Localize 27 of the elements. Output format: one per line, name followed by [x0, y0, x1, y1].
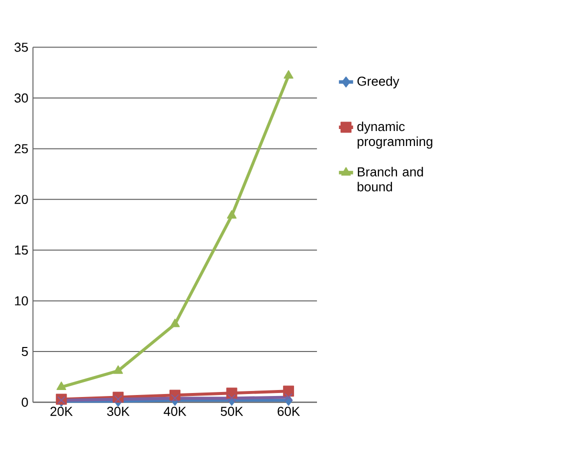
y-tick-label: 15	[15, 246, 28, 255]
point	[114, 395, 122, 404]
y-tick-label: 25	[14, 144, 28, 154]
y-tick-label: 20	[14, 194, 28, 204]
y-tick-label: 30	[14, 93, 28, 103]
x-tick-label: 60K	[278, 406, 300, 416]
legend-label: dynamic programming	[357, 122, 432, 149]
point	[284, 70, 294, 79]
legend-label: Branch and bound	[358, 166, 423, 192]
x-tick-label: 40K	[164, 406, 186, 416]
point	[283, 386, 294, 397]
point	[170, 318, 180, 328]
point	[57, 396, 66, 404]
x-tick-label: 20K	[50, 406, 73, 416]
point	[113, 365, 123, 374]
y-tick-label: 10	[15, 296, 28, 306]
x-tick-label: 50K	[220, 406, 244, 416]
point	[284, 393, 293, 402]
y-tick-label: 0	[22, 398, 28, 407]
point	[228, 394, 236, 402]
legend-label: Greedy	[357, 76, 400, 88]
y-tick-label: 35	[14, 42, 28, 52]
point	[170, 394, 179, 402]
point	[226, 210, 237, 219]
point	[56, 382, 66, 390]
x-tick-label: 30K	[107, 406, 130, 416]
y-tick-label: 5	[22, 347, 28, 356]
